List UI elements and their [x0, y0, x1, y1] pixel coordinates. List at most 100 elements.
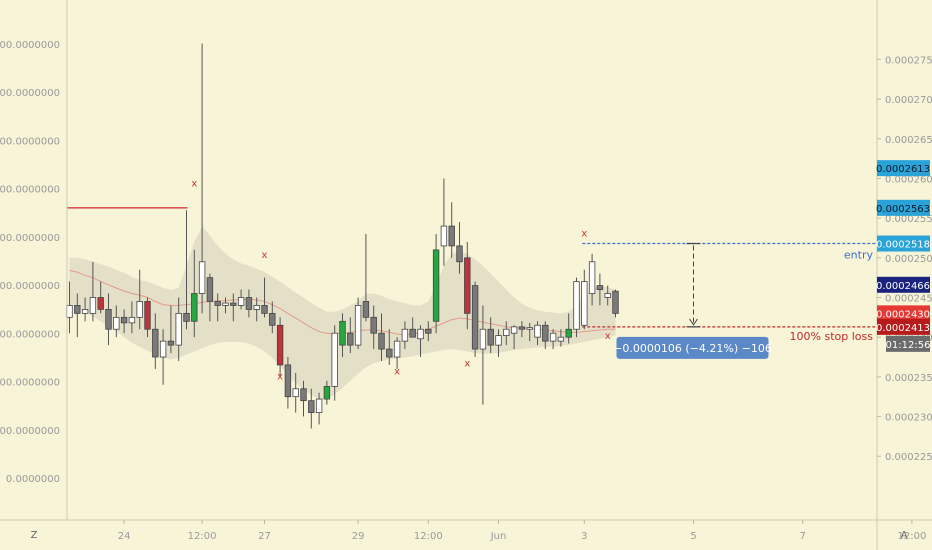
candle-body — [105, 308, 112, 330]
signal-marker: x — [605, 331, 611, 342]
price-tag — [877, 318, 930, 335]
candle — [612, 289, 619, 318]
time-axis-tick-label: 12:00 — [414, 531, 443, 542]
candle — [74, 293, 81, 338]
candle-body — [401, 328, 409, 342]
entry-label: entry — [844, 249, 874, 262]
candle — [113, 305, 120, 338]
candle — [596, 273, 604, 306]
price-tag — [877, 160, 930, 177]
candle — [588, 253, 596, 306]
candle — [534, 321, 541, 346]
auto-scale-toggle[interactable]: A — [901, 530, 908, 541]
candle-body — [222, 302, 229, 306]
candle-body — [573, 281, 580, 330]
candle-body — [386, 348, 393, 358]
candle-body — [596, 285, 604, 290]
candle — [253, 297, 260, 322]
candle — [159, 329, 167, 385]
candle-body — [144, 301, 151, 330]
candle — [167, 305, 175, 354]
candle — [152, 313, 159, 369]
candle-body — [198, 261, 206, 294]
candle — [409, 317, 416, 338]
candle-body — [471, 285, 479, 350]
candle-body — [74, 305, 81, 314]
candle — [315, 392, 323, 425]
candle-body — [479, 328, 487, 350]
candle — [81, 297, 89, 322]
candles-layer — [66, 43, 619, 429]
candle-body — [66, 305, 73, 318]
candle — [261, 277, 268, 318]
left-axis[interactable]: 9000.0000000 8000.0000000 7000.0000000 6000… — [0, 40, 60, 485]
signal-marker: x — [394, 367, 400, 378]
candle — [549, 329, 557, 350]
candle — [191, 249, 198, 338]
candle-body — [518, 326, 526, 330]
countdown-label: 01:12:56 — [886, 340, 931, 351]
candle — [503, 321, 510, 346]
left-axis-tick-label: 3000.0000000 — [0, 329, 60, 340]
candle — [308, 388, 315, 429]
candle-body — [331, 332, 338, 387]
candle-body — [81, 308, 89, 314]
candle-body — [230, 302, 237, 306]
candle — [440, 178, 448, 266]
left-axis-tick-label: 7000.0000000 — [0, 136, 60, 147]
candle — [276, 317, 284, 377]
candle-body — [97, 297, 104, 310]
candle — [557, 329, 565, 347]
candle — [456, 222, 463, 274]
candle-body — [323, 385, 331, 400]
candle-body — [534, 324, 541, 338]
candle — [386, 329, 393, 365]
candle — [214, 293, 221, 322]
time-axis[interactable]: 24 12:00 27 29 12:00 Jun 3 5 7 12:00 — [118, 520, 927, 542]
candle — [230, 293, 237, 322]
log-scale-toggle[interactable]: Z — [31, 530, 38, 541]
candle — [487, 317, 494, 354]
candle — [401, 321, 409, 350]
signal-marker: x — [277, 371, 283, 382]
candle — [300, 380, 307, 417]
time-axis-tick-label: 12:00 — [897, 531, 926, 542]
candle — [565, 313, 572, 344]
candle — [542, 321, 549, 350]
signal-marker: x — [581, 228, 587, 239]
candle-body — [183, 312, 190, 322]
candle-body — [495, 335, 502, 346]
price-tag-label: 0.0002518 — [876, 240, 930, 251]
candle-body — [604, 293, 611, 298]
signal-marker: x — [262, 250, 268, 261]
candle-body — [276, 324, 284, 366]
candle — [417, 325, 424, 358]
candle — [222, 297, 229, 314]
candle-body — [120, 316, 128, 324]
candle-body — [175, 312, 182, 346]
right-axis-tick-label: 0.0002250 — [885, 452, 932, 463]
candle-body — [581, 281, 588, 326]
candle-body — [417, 328, 424, 340]
candle-body — [206, 277, 214, 302]
price-tag — [877, 199, 930, 216]
left-axis-tick-label: 6000.0000000 — [0, 185, 60, 196]
measure-box — [616, 336, 769, 359]
candle-body — [378, 332, 385, 350]
signal-marker: x — [191, 178, 197, 189]
candle — [339, 313, 346, 358]
candle — [206, 273, 214, 322]
candle-body — [167, 340, 175, 346]
candle-body — [89, 297, 97, 314]
candle-body — [565, 328, 572, 338]
time-axis-tick-label: 7 — [800, 531, 806, 542]
candle — [237, 289, 245, 310]
candle-body — [370, 316, 377, 334]
